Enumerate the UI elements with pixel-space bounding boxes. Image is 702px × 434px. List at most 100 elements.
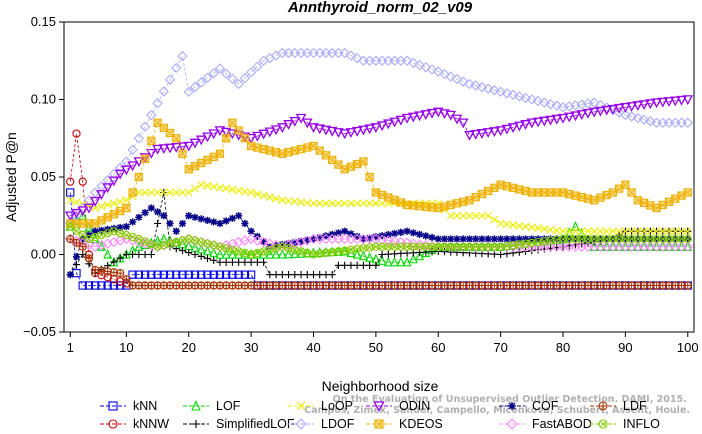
data-point (102, 183, 113, 194)
data-point (190, 236, 200, 245)
data-point (159, 188, 168, 197)
data-point (189, 81, 201, 93)
data-point (551, 100, 562, 111)
data-point (72, 268, 81, 278)
data-point (366, 261, 374, 269)
data-point (482, 128, 494, 138)
data-point (627, 234, 636, 244)
data-point (364, 124, 375, 135)
data-point (153, 242, 162, 251)
data-point (108, 236, 120, 248)
data-point (171, 62, 182, 74)
data-point (490, 235, 498, 243)
data-point (683, 227, 692, 236)
data-point (359, 261, 368, 269)
data-point (514, 121, 525, 132)
data-point (613, 103, 625, 114)
data-point (152, 98, 163, 109)
data-point (177, 50, 188, 62)
data-point (489, 85, 500, 96)
data-point (682, 117, 693, 128)
data-point (191, 400, 201, 411)
data-point (159, 270, 168, 279)
data-point (471, 211, 480, 220)
data-point (222, 270, 231, 279)
data-point (490, 242, 499, 251)
data-point (638, 114, 650, 125)
data-point (221, 240, 232, 251)
legend-item-kdeos: KDEOS (366, 417, 443, 431)
data-point (322, 232, 330, 240)
data-point (295, 113, 307, 124)
data-point (408, 112, 419, 123)
data-point (153, 208, 162, 216)
data-point (78, 230, 87, 240)
data-point (127, 161, 138, 172)
data-point (239, 73, 251, 84)
legend-label: FastABOD (532, 417, 592, 431)
data-point (365, 199, 374, 208)
data-point (646, 234, 655, 244)
data-point (214, 63, 226, 74)
data-point (147, 250, 155, 259)
data-point (260, 237, 268, 246)
data-point (576, 110, 588, 120)
data-point (147, 270, 156, 279)
data-point (183, 86, 194, 97)
legend-label: LDOF (321, 417, 355, 431)
data-point (184, 188, 193, 197)
data-point (78, 177, 87, 186)
data-point (128, 270, 137, 279)
data-point (241, 219, 249, 228)
data-point (66, 177, 75, 186)
data-point (303, 271, 311, 279)
data-point (72, 129, 81, 138)
data-point (301, 118, 313, 129)
data-point (446, 242, 455, 251)
watermark-line: On the Evaluation of Unsupervised Outlie… (333, 394, 687, 405)
data-point (472, 235, 480, 243)
data-point (347, 261, 355, 269)
data-point (141, 250, 149, 259)
data-point (247, 188, 256, 197)
data-point (457, 118, 469, 129)
data-point (370, 123, 382, 133)
data-point (390, 229, 399, 238)
data-point (284, 196, 293, 205)
data-point (289, 116, 301, 127)
data-point (308, 123, 319, 133)
data-point (352, 248, 362, 259)
data-point (373, 401, 385, 412)
data-point (340, 246, 349, 255)
data-point (446, 211, 455, 220)
data-point (489, 127, 500, 138)
data-point (626, 102, 637, 112)
data-point (185, 248, 193, 257)
y-tick-label: 0.10 (31, 92, 56, 107)
data-point (626, 111, 637, 122)
data-point (122, 250, 130, 259)
data-point (228, 258, 237, 266)
data-point (264, 127, 276, 138)
data-point (222, 184, 231, 193)
data-point (202, 72, 213, 83)
data-point (191, 250, 199, 259)
data-point (559, 227, 567, 236)
data-point (183, 141, 195, 152)
data-point (234, 270, 243, 279)
data-point (266, 271, 274, 279)
data-point (353, 232, 361, 241)
data-point (283, 120, 294, 130)
data-point (210, 256, 218, 264)
data-point (302, 235, 313, 246)
data-point (321, 246, 331, 257)
data-point (77, 206, 89, 217)
data-point (320, 125, 332, 136)
data-point (178, 219, 187, 228)
data-point (240, 187, 249, 196)
data-point (565, 227, 574, 236)
data-point (284, 248, 294, 259)
x-axis: 1 10 20 30 40 50 60 70 80 90 100 (67, 332, 699, 355)
data-point (295, 418, 307, 430)
data-point (164, 74, 176, 85)
